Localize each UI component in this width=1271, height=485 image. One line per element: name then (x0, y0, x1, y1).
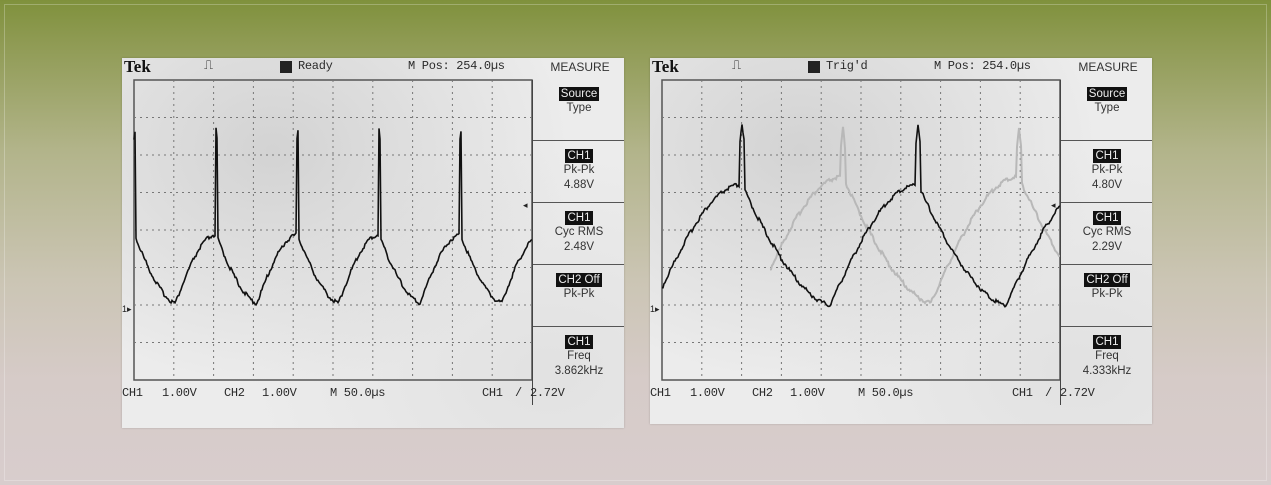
horizontal-position: M Pos: 254.0µs (934, 59, 1031, 73)
menu-value: 4.88V (563, 179, 595, 191)
menu-cell-ch2-off[interactable]: CH2 Off Pk-Pk (1061, 266, 1152, 327)
footer-ch1-scale: 1.00V (690, 386, 725, 400)
footer-timebase: M 50.0µs (330, 386, 386, 400)
menu-line: Pk-Pk (1091, 288, 1123, 300)
menu-line: Pk-Pk (1091, 164, 1123, 176)
menu-cell-source[interactable]: Source Type (1061, 80, 1152, 141)
menu-cell-source[interactable]: Source Type (533, 80, 624, 141)
footer-trigger-channel: CH1 (1012, 386, 1033, 400)
menu-highlight: CH1 (565, 149, 593, 163)
menu-highlight: CH2 Off (556, 273, 602, 287)
menu-line: Pk-Pk (563, 164, 595, 176)
footer-trigger-slope: / (1045, 386, 1052, 400)
footer-timebase: M 50.0µs (858, 386, 914, 400)
menu-value: 3.862kHz (554, 365, 604, 377)
menu-cell-pkpk[interactable]: CH1 Pk-Pk 4.80V (1061, 142, 1152, 203)
menu-cell-cyc-rms[interactable]: CH1 Cyc RMS 2.29V (1061, 204, 1152, 265)
menu-title: MEASURE (1078, 60, 1138, 74)
acquire-status: Trig'd (826, 59, 868, 73)
menu-line: Cyc RMS (1082, 226, 1132, 238)
menu-title: MEASURE (550, 60, 610, 74)
acquire-status-icon (808, 61, 820, 73)
persistence-trace (769, 126, 1061, 305)
menu-line: Freq (1095, 350, 1119, 362)
menu-highlight: Source (1086, 87, 1128, 101)
brand-logo: Tek (124, 58, 151, 76)
menu-highlight: Source (558, 87, 600, 101)
trigger-level-marker: ◂ (1051, 200, 1056, 210)
menu-line: Type (1094, 102, 1120, 114)
menu-cell-freq[interactable]: CH1 Freq 4.333kHz (1061, 328, 1152, 388)
menu-highlight: CH1 (565, 335, 593, 349)
menu-line: Pk-Pk (563, 288, 595, 300)
footer-ch1: CH1 (650, 386, 671, 400)
menu-highlight: CH1 (565, 211, 593, 225)
menu-line: Cyc RMS (554, 226, 604, 238)
graticule (661, 79, 1061, 381)
footer-ch2: CH2 (752, 386, 773, 400)
measure-menu: Source Type CH1 Pk-Pk 4.80V CH1 Cyc RMS … (1060, 80, 1152, 405)
menu-highlight: CH1 (1093, 149, 1121, 163)
menu-highlight: CH1 (1093, 211, 1121, 225)
acquire-status: Ready (298, 59, 333, 73)
menu-cell-cyc-rms[interactable]: CH1 Cyc RMS 2.48V (533, 204, 624, 265)
menu-cell-freq[interactable]: CH1 Freq 3.862kHz (533, 328, 624, 388)
trigger-pulse-icon: ⎍ (204, 58, 213, 73)
menu-line: Type (566, 102, 592, 114)
ground-marker: 1▸ (122, 304, 132, 314)
menu-value: 2.48V (563, 241, 595, 253)
acquire-status-icon (280, 61, 292, 73)
ground-marker: 1▸ (650, 304, 660, 314)
slide-frame (4, 4, 1267, 481)
menu-line: Freq (567, 350, 591, 362)
brand-logo: Tek (652, 58, 679, 76)
menu-value: 4.80V (1091, 179, 1123, 191)
footer-ch2-scale: 1.00V (790, 386, 825, 400)
menu-highlight: CH1 (1093, 335, 1121, 349)
trigger-pulse-icon: ⎍ (732, 58, 741, 73)
footer-trigger-slope: / (515, 386, 522, 400)
waveform-trace (661, 124, 1061, 308)
waveform-trace (133, 127, 533, 307)
footer-ch2: CH2 (224, 386, 245, 400)
footer-ch1-scale: 1.00V (162, 386, 197, 400)
oscilloscope-screenshot-right: Tek ⎍ Trig'd M Pos: 254.0µs MEASURE 1▸ ◂… (650, 58, 1152, 424)
footer-trigger-level: 2.72V (1060, 386, 1095, 400)
trigger-level-marker: ◂ (523, 200, 528, 210)
footer-trigger-level: 2.72V (530, 386, 565, 400)
footer-trigger-channel: CH1 (482, 386, 503, 400)
oscilloscope-screenshot-left: Tek ⎍ Ready M Pos: 254.0µs MEASURE 1▸ ◂ … (122, 58, 624, 428)
menu-value: 4.333kHz (1082, 365, 1132, 377)
footer-ch2-scale: 1.00V (262, 386, 297, 400)
menu-cell-pkpk[interactable]: CH1 Pk-Pk 4.88V (533, 142, 624, 203)
menu-value: 2.29V (1091, 241, 1123, 253)
menu-cell-ch2-off[interactable]: CH2 Off Pk-Pk (533, 266, 624, 327)
footer-ch1: CH1 (122, 386, 143, 400)
menu-highlight: CH2 Off (1084, 273, 1130, 287)
measure-menu: Source Type CH1 Pk-Pk 4.88V CH1 Cyc RMS … (532, 80, 624, 405)
horizontal-position: M Pos: 254.0µs (408, 59, 505, 73)
